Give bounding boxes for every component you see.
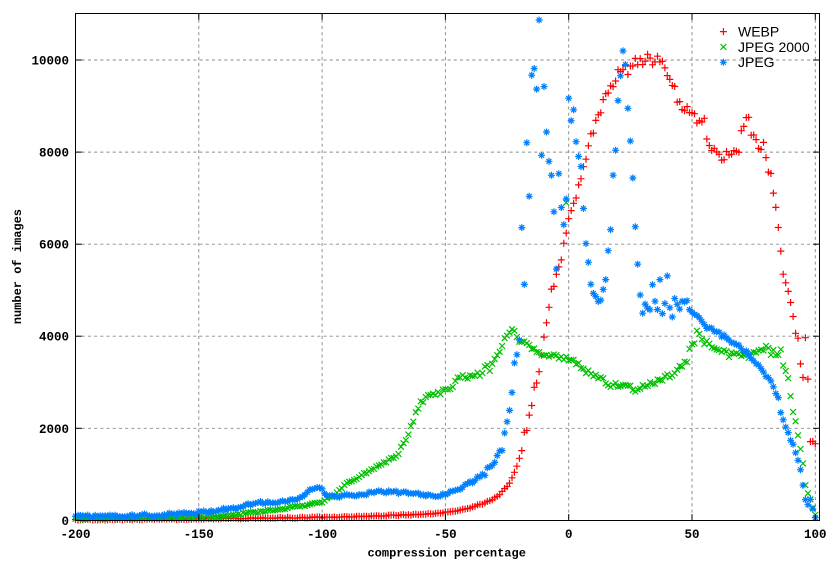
svg-text:8000: 8000 xyxy=(39,147,69,161)
svg-text:-50: -50 xyxy=(434,528,457,542)
svg-text:JPEG: JPEG xyxy=(738,54,775,70)
svg-text:number of images: number of images xyxy=(11,209,25,324)
svg-text:-200: -200 xyxy=(60,528,90,542)
svg-text:-100: -100 xyxy=(307,528,337,542)
svg-text:10000: 10000 xyxy=(31,55,69,69)
svg-text:WEBP: WEBP xyxy=(738,24,779,40)
svg-text:-150: -150 xyxy=(184,528,214,542)
svg-text:0: 0 xyxy=(565,528,573,542)
svg-text:2000: 2000 xyxy=(39,423,69,437)
svg-text:50: 50 xyxy=(684,528,699,542)
svg-text:4000: 4000 xyxy=(39,331,69,345)
svg-text:100: 100 xyxy=(804,528,827,542)
svg-text:JPEG 2000: JPEG 2000 xyxy=(738,39,810,55)
svg-text:0: 0 xyxy=(61,515,69,529)
svg-text:compression percentage: compression percentage xyxy=(367,547,525,561)
svg-text:6000: 6000 xyxy=(39,239,69,253)
